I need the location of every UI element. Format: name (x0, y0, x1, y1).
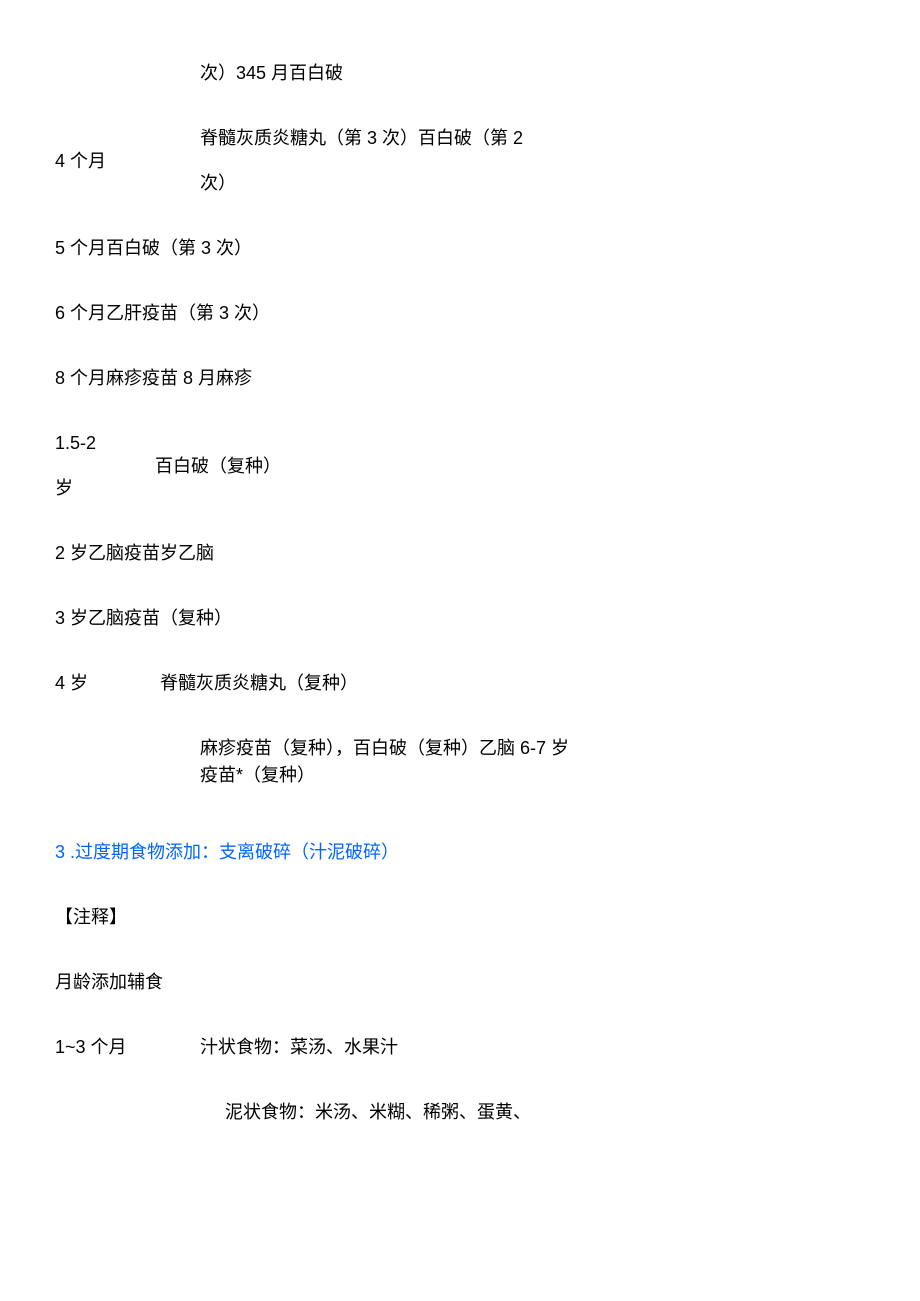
cell-food-1-3-left: 1~3 个月 (55, 1034, 200, 1061)
cell-age-1-5-2-left: 1.5-2 岁 (55, 430, 155, 502)
text-age4-right: 脊髓灰质炎糖丸（复种） (160, 673, 358, 693)
text-age3: 3 岁乙脑疫苗（复种） (55, 608, 232, 628)
text-food-paste: 泥状食物：米汤、米糊、稀粥、蛋黄、 (225, 1102, 531, 1122)
text-age4-left: 4 岁 (55, 673, 88, 693)
notes-subtitle: 月龄添加辅食 (55, 969, 865, 996)
text-age-1-5-2-left-line1: 1.5-2 (55, 430, 155, 457)
text-month6: 6 个月乙肝疫苗（第 3 次） (55, 303, 270, 323)
row-suffix-345: 次）345 月百白破 (200, 60, 865, 87)
text-heading: 3 .过度期食物添加：支离破碎（汁泥破碎） (55, 842, 399, 862)
text-food-1-3-right: 汁状食物：菜汤、水果汁 (200, 1037, 398, 1057)
row-age-1-5-2: 1.5-2 岁 百白破（复种） (55, 430, 865, 502)
cell-month4-right: 脊髓灰质炎糖丸（第 3 次）百白破（第 2 次） (200, 125, 865, 197)
text-age2: 2 岁乙脑疫苗岁乙脑 (55, 543, 214, 563)
text-age-1-5-2-right: 百白破（复种） (155, 453, 281, 480)
section-heading: 3 .过度期食物添加：支离破碎（汁泥破碎） (55, 839, 865, 866)
text-suffix-345: 次）345 月百白破 (200, 63, 343, 83)
row-age6-7: 麻疹疫苗（复种），百白破（复种）乙脑 6-7 岁 疫苗*（复种） (200, 735, 865, 789)
text-age6-7-line2: 疫苗*（复种） (200, 762, 865, 789)
row-age3: 3 岁乙脑疫苗（复种） (55, 605, 865, 632)
row-food-paste: 泥状食物：米汤、米糊、稀粥、蛋黄、 (225, 1099, 865, 1126)
row-month8: 8 个月麻疹疫苗 8 月麻疹 (55, 365, 865, 392)
text-month8: 8 个月麻疹疫苗 8 月麻疹 (55, 368, 252, 388)
text-notes-label: 【注释】 (55, 907, 127, 927)
text-notes-subtitle: 月龄添加辅食 (55, 972, 163, 992)
text-month4-right-line2: 次） (200, 170, 865, 197)
notes-label: 【注释】 (55, 904, 865, 931)
cell-age4-right: 脊髓灰质炎糖丸（复种） (160, 670, 865, 697)
text-food-1-3-left: 1~3 个月 (55, 1037, 127, 1057)
cell-age-1-5-2-right: 百白破（复种） (155, 430, 865, 502)
cell-age4-left: 4 岁 (55, 670, 160, 697)
row-month6: 6 个月乙肝疫苗（第 3 次） (55, 300, 865, 327)
row-month5: 5 个月百白破（第 3 次） (55, 235, 865, 262)
row-age2: 2 岁乙脑疫苗岁乙脑 (55, 540, 865, 567)
row-age4: 4 岁 脊髓灰质炎糖丸（复种） (55, 670, 865, 697)
text-month5: 5 个月百白破（第 3 次） (55, 238, 252, 258)
row-food-1-3: 1~3 个月 汁状食物：菜汤、水果汁 (55, 1034, 865, 1061)
text-month4-right-line1: 脊髓灰质炎糖丸（第 3 次）百白破（第 2 (200, 125, 865, 152)
text-month4-left: 4 个月 (55, 148, 200, 175)
text-age6-7-line1: 麻疹疫苗（复种），百白破（复种）乙脑 6-7 岁 (200, 735, 865, 762)
text-age-1-5-2-left-line2: 岁 (55, 475, 155, 502)
row-month4: 4 个月 脊髓灰质炎糖丸（第 3 次）百白破（第 2 次） (55, 125, 865, 197)
cell-food-1-3-right: 汁状食物：菜汤、水果汁 (200, 1034, 865, 1061)
cell-month4-left: 4 个月 (55, 125, 200, 197)
